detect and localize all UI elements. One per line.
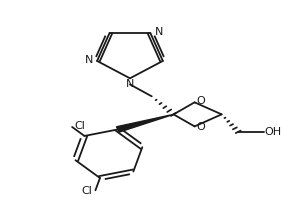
Polygon shape — [117, 114, 174, 132]
Text: N: N — [155, 27, 163, 37]
Text: OH: OH — [264, 127, 281, 137]
Text: N: N — [126, 79, 134, 89]
Text: N: N — [85, 55, 93, 65]
Text: Cl: Cl — [81, 186, 92, 196]
Text: O: O — [197, 122, 206, 132]
Text: Cl: Cl — [74, 121, 85, 131]
Text: O: O — [197, 97, 206, 106]
